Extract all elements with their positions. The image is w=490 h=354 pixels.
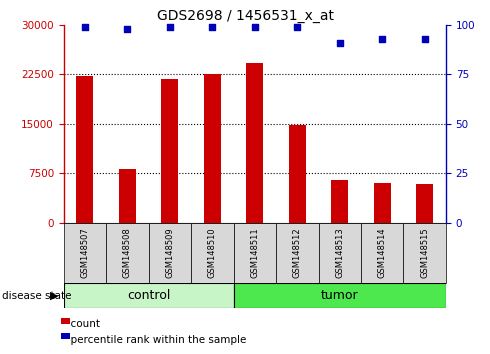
- Text: GSM148509: GSM148509: [165, 228, 174, 279]
- FancyBboxPatch shape: [64, 283, 234, 308]
- Bar: [289, 125, 306, 223]
- FancyBboxPatch shape: [276, 223, 318, 283]
- Point: [294, 24, 301, 30]
- Text: GSM148515: GSM148515: [420, 228, 429, 279]
- Bar: [161, 79, 178, 223]
- FancyBboxPatch shape: [64, 223, 106, 283]
- Bar: [119, 169, 136, 223]
- Text: GSM148513: GSM148513: [335, 228, 344, 279]
- Text: tumor: tumor: [321, 289, 359, 302]
- FancyBboxPatch shape: [234, 223, 276, 283]
- Point: [208, 24, 216, 30]
- Bar: [416, 184, 433, 223]
- Point: [251, 24, 259, 30]
- Text: count: count: [64, 319, 99, 329]
- Point: [123, 26, 131, 32]
- Text: control: control: [127, 289, 171, 302]
- Text: GSM148514: GSM148514: [378, 228, 387, 279]
- Text: GDS2698 / 1456531_x_at: GDS2698 / 1456531_x_at: [156, 9, 334, 23]
- Point: [81, 24, 89, 30]
- Point: [378, 36, 386, 41]
- Text: GSM148511: GSM148511: [250, 228, 259, 279]
- Text: GSM148507: GSM148507: [80, 228, 90, 279]
- Point: [336, 40, 343, 45]
- Point: [166, 24, 174, 30]
- FancyBboxPatch shape: [403, 223, 446, 283]
- FancyBboxPatch shape: [318, 223, 361, 283]
- Text: percentile rank within the sample: percentile rank within the sample: [64, 335, 246, 344]
- FancyBboxPatch shape: [191, 223, 234, 283]
- FancyBboxPatch shape: [234, 283, 446, 308]
- FancyBboxPatch shape: [106, 223, 148, 283]
- Bar: [246, 63, 263, 223]
- Point: [421, 36, 429, 41]
- Text: GSM148512: GSM148512: [293, 228, 302, 279]
- Text: disease state: disease state: [2, 291, 72, 301]
- Bar: [374, 183, 391, 223]
- FancyBboxPatch shape: [361, 223, 403, 283]
- Text: GSM148510: GSM148510: [208, 228, 217, 279]
- Bar: [76, 76, 94, 223]
- Text: ▶: ▶: [50, 291, 59, 301]
- Bar: [204, 74, 221, 223]
- Bar: [331, 180, 348, 223]
- Text: GSM148508: GSM148508: [123, 228, 132, 279]
- FancyBboxPatch shape: [148, 223, 191, 283]
